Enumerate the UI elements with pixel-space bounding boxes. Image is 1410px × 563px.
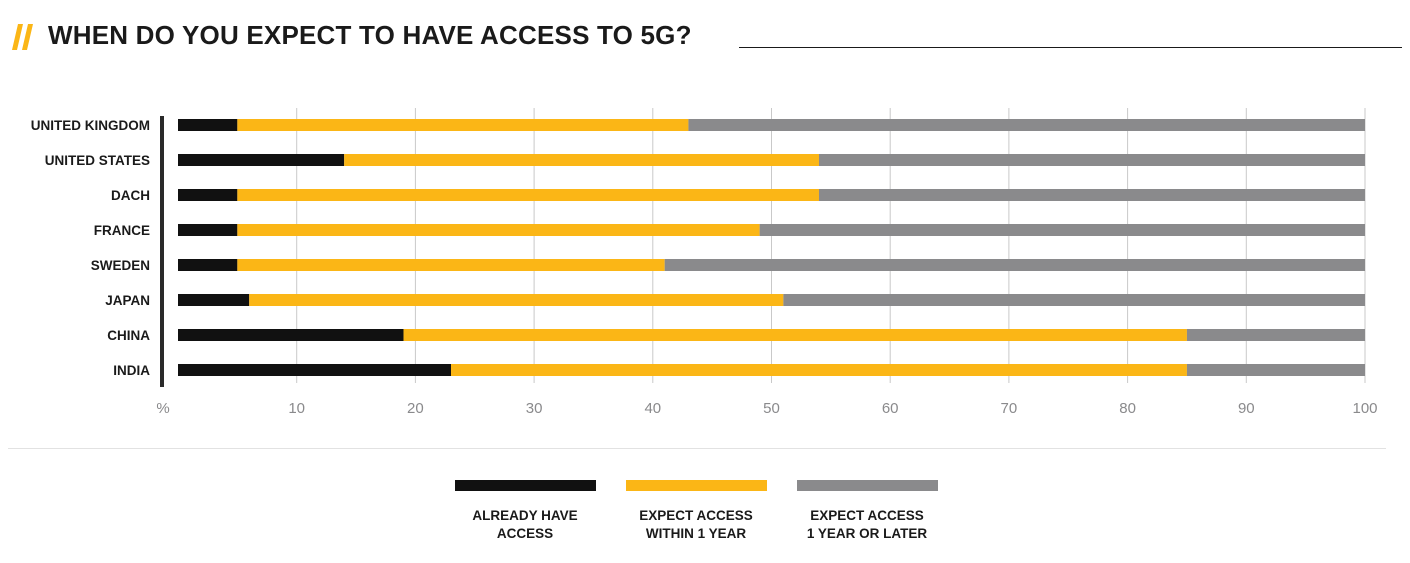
x-tick-label-20: 20 — [407, 400, 424, 417]
stacked-bar-chart: UNITED KINGDOM UNITED STATES DACH FRANCE SWE… — [31, 108, 1378, 417]
x-tick-label-30: 30 — [526, 400, 543, 417]
legend-swatch — [796, 480, 938, 491]
bar-japan-series-2 — [783, 294, 1365, 306]
bar-japan-series-1 — [249, 294, 784, 306]
bar-sweden-series-1 — [237, 259, 665, 271]
bar-united-states-series-0 — [178, 154, 345, 166]
bar-sweden-series-0 — [178, 259, 238, 271]
bar-japan-series-0 — [178, 294, 250, 306]
x-tick-label-100: 100 — [1352, 400, 1377, 417]
legend-swatch — [625, 480, 767, 491]
bar-dach-series-0 — [178, 189, 238, 201]
y-axis-line — [160, 116, 164, 387]
category-label-sweden: SWEDEN — [91, 258, 150, 273]
category-label-japan: JAPAN — [105, 293, 150, 308]
double-slash-icon — [12, 24, 33, 50]
category-label-united-kingdom: UNITED KINGDOM — [31, 118, 150, 133]
bar-dach-series-2 — [818, 189, 1365, 201]
chart-legend: ALREADY HAVE ACCESS EXPECT ACCESS WITHIN… — [440, 480, 960, 550]
bar-united-states-series-1 — [344, 154, 819, 166]
category-label-france: FRANCE — [94, 223, 150, 238]
x-tick-label-70: 70 — [1001, 400, 1018, 417]
bar-china-series-0 — [178, 329, 404, 341]
legend-label: ALREADY HAVE ACCESS — [472, 508, 578, 541]
bar-france-series-2 — [759, 224, 1365, 236]
x-tick-label-60: 60 — [882, 400, 899, 417]
bar-china-series-2 — [1186, 329, 1365, 341]
bar-france-series-0 — [178, 224, 238, 236]
x-axis-unit-label: % — [156, 400, 169, 417]
bar-france-series-1 — [237, 224, 760, 236]
x-tick-label-50: 50 — [763, 400, 780, 417]
category-label-india: INDIA — [113, 363, 150, 378]
category-label-china: CHINA — [107, 328, 150, 343]
title-underline — [739, 47, 1402, 48]
bar-dach-series-1 — [237, 189, 819, 201]
x-tick-label-40: 40 — [644, 400, 661, 417]
legend-item-already-have-access: ALREADY HAVE ACCESS — [440, 480, 610, 543]
legend-separator — [8, 448, 1386, 449]
bar-united-states-series-2 — [818, 154, 1365, 166]
legend-item-expect-within-1-year: EXPECT ACCESS WITHIN 1 YEAR — [611, 480, 781, 543]
x-tick-label-90: 90 — [1238, 400, 1255, 417]
legend-label: EXPECT ACCESS 1 YEAR OR LATER — [806, 508, 928, 541]
chart-title: WHEN DO YOU EXPECT TO HAVE ACCESS TO 5G? — [48, 20, 692, 50]
bar-sweden-series-2 — [664, 259, 1365, 271]
category-label-dach: DACH — [111, 188, 150, 203]
bar-china-series-1 — [403, 329, 1187, 341]
bar-united-kingdom-series-1 — [237, 119, 689, 131]
bar-united-kingdom-series-2 — [688, 119, 1365, 131]
chart-header: WHEN DO YOU EXPECT TO HAVE ACCESS TO 5G? — [12, 18, 1402, 54]
x-tick-label-80: 80 — [1119, 400, 1136, 417]
x-tick-label-10: 10 — [288, 400, 305, 417]
legend-label: EXPECT ACCESS WITHIN 1 YEAR — [639, 508, 753, 541]
bar-india-series-2 — [1186, 364, 1365, 376]
bar-india-series-1 — [451, 364, 1187, 376]
bar-india-series-0 — [178, 364, 452, 376]
legend-swatch — [454, 480, 596, 491]
category-label-united-states: UNITED STATES — [45, 153, 150, 168]
legend-item-expect-1-year-or-later: EXPECT ACCESS 1 YEAR OR LATER — [782, 480, 952, 543]
bar-united-kingdom-series-0 — [178, 119, 238, 131]
